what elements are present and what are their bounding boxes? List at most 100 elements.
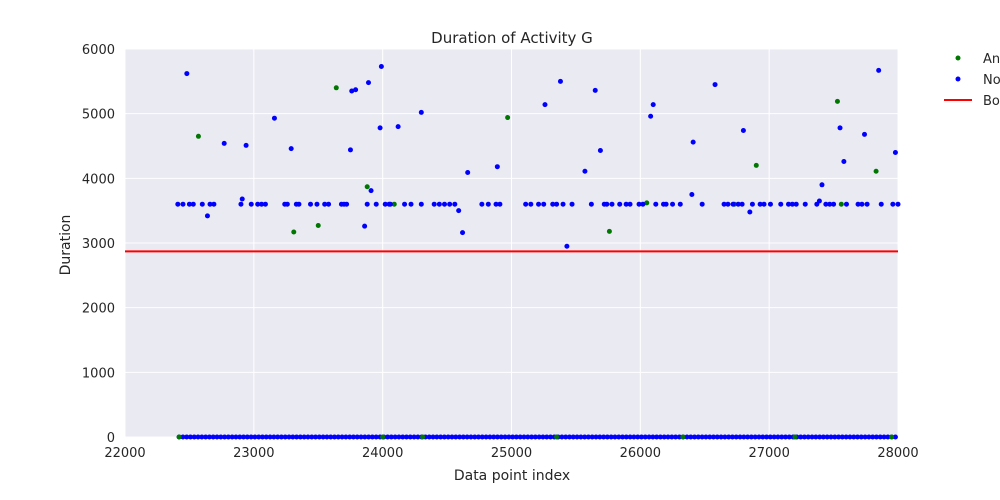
normal-point: [616, 434, 622, 440]
normal-point: [859, 201, 865, 207]
normal-point: [890, 201, 896, 207]
normal-point: [343, 434, 349, 440]
normal-point: [373, 434, 379, 440]
normal-point: [828, 434, 834, 440]
normal-point: [378, 63, 384, 69]
normal-point: [870, 434, 876, 440]
normal-point: [447, 201, 453, 207]
normal-point: [640, 201, 646, 207]
normal-point: [623, 201, 629, 207]
normal-point: [570, 434, 576, 440]
normal-point: [609, 201, 615, 207]
normal-point: [548, 434, 554, 440]
anomaly-point: [838, 201, 844, 207]
normal-point: [256, 434, 262, 440]
normal-point: [431, 201, 437, 207]
normal-point: [305, 434, 311, 440]
normal-point: [836, 434, 842, 440]
normal-point: [286, 434, 292, 440]
legend-point-swatch: [955, 55, 961, 61]
normal-point: [684, 434, 690, 440]
normal-point: [187, 434, 193, 440]
normal-point: [756, 434, 762, 440]
normal-point: [841, 159, 847, 165]
normal-point: [574, 434, 580, 440]
normal-point: [407, 434, 413, 440]
anomaly-point: [364, 184, 370, 190]
normal-point: [721, 201, 727, 207]
normal-point: [827, 201, 833, 207]
normal-point: [364, 201, 370, 207]
normal-point: [569, 201, 575, 207]
normal-point: [837, 125, 843, 131]
normal-point: [365, 80, 371, 86]
normal-point: [233, 434, 239, 440]
normal-point: [809, 434, 815, 440]
normal-point: [843, 201, 849, 207]
normal-point: [627, 201, 633, 207]
normal-point: [396, 434, 402, 440]
normal-point: [206, 434, 212, 440]
normal-point: [263, 434, 269, 440]
normal-point: [255, 201, 261, 207]
normal-point: [353, 87, 359, 93]
normal-point: [324, 434, 330, 440]
normal-point: [690, 139, 696, 145]
normal-point: [563, 434, 569, 440]
normal-point: [457, 434, 463, 440]
normal-point: [267, 434, 273, 440]
normal-point: [313, 434, 319, 440]
normal-point: [222, 434, 228, 440]
normal-point: [748, 434, 754, 440]
normal-point: [382, 201, 388, 207]
legend-label: Bo: [983, 94, 1000, 109]
anomaly-point: [315, 223, 321, 229]
normal-point: [737, 434, 743, 440]
normal-point: [653, 201, 659, 207]
normal-point: [851, 434, 857, 440]
normal-point: [612, 434, 618, 440]
x-tick-label: 23000: [233, 446, 274, 461]
normal-point: [823, 201, 829, 207]
normal-point: [528, 201, 534, 207]
normal-point: [218, 434, 224, 440]
normal-point: [764, 434, 770, 440]
normal-point: [862, 434, 868, 440]
normal-point: [885, 434, 891, 440]
y-tick-label: 0: [107, 431, 115, 446]
normal-point: [783, 434, 789, 440]
y-tick-label: 2000: [82, 302, 115, 317]
normal-point: [297, 434, 303, 440]
normal-point: [308, 201, 314, 207]
normal-point: [190, 201, 196, 207]
normal-point: [184, 434, 190, 440]
normal-point: [536, 201, 542, 207]
normal-point: [745, 434, 751, 440]
anomaly-point: [680, 434, 686, 440]
x-tick-label: 24000: [362, 446, 403, 461]
normal-point: [525, 434, 531, 440]
normal-point: [650, 434, 656, 440]
normal-point: [347, 434, 353, 440]
normal-point: [199, 201, 205, 207]
normal-point: [494, 434, 500, 440]
y-tick-label: 1000: [82, 366, 115, 381]
normal-point: [434, 434, 440, 440]
normal-point: [294, 434, 300, 440]
normal-point: [350, 434, 356, 440]
normal-point: [699, 434, 705, 440]
normal-point: [688, 434, 694, 440]
normal-point: [366, 434, 372, 440]
normal-point: [436, 201, 442, 207]
normal-point: [855, 434, 861, 440]
normal-point: [866, 434, 872, 440]
normal-point: [881, 434, 887, 440]
normal-point: [362, 223, 368, 229]
x-axis-label: Data point index: [454, 468, 570, 484]
normal-point: [578, 434, 584, 440]
anomaly-point: [420, 434, 426, 440]
normal-point: [858, 434, 864, 440]
normal-point: [445, 434, 451, 440]
normal-point: [752, 434, 758, 440]
anomaly-point: [792, 434, 798, 440]
